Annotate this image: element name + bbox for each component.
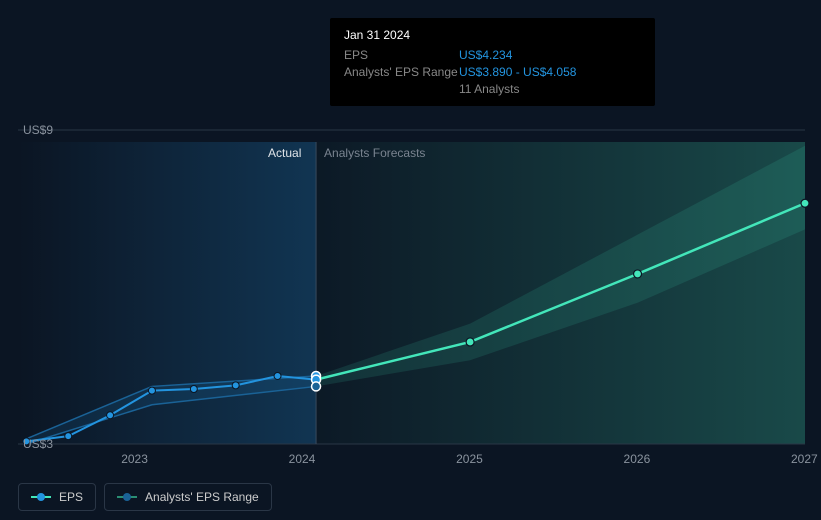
y-axis-tick-label: US$3 — [23, 437, 53, 451]
legend-label-eps: EPS — [59, 490, 83, 504]
legend-swatch-eps — [31, 492, 51, 502]
x-axis-tick-label: 2027 — [791, 452, 818, 466]
chart-legend: EPS Analysts' EPS Range — [18, 483, 272, 511]
tooltip-eps-value: US$4.234 — [459, 48, 512, 62]
tooltip-range-label: Analysts' EPS Range — [344, 65, 459, 79]
section-label-actual: Actual — [268, 146, 301, 160]
legend-item-eps[interactable]: EPS — [18, 483, 96, 511]
x-axis-tick-label: 2026 — [624, 452, 651, 466]
legend-item-range[interactable]: Analysts' EPS Range — [104, 483, 272, 511]
chart-tooltip: Jan 31 2024 EPS US$4.234 Analysts' EPS R… — [330, 18, 655, 106]
eps-forecast-chart: US$9 US$3 2023 2024 2025 2026 2027 Actual Ana… — [0, 0, 821, 520]
section-label-forecast: Analysts Forecasts — [324, 146, 425, 160]
tooltip-date: Jan 31 2024 — [344, 28, 641, 42]
x-axis-tick-label: 2023 — [121, 452, 148, 466]
legend-swatch-range — [117, 492, 137, 502]
tooltip-analyst-count: 11 Analysts — [459, 82, 641, 96]
x-axis-tick-label: 2025 — [456, 452, 483, 466]
x-axis-tick-label: 2024 — [289, 452, 316, 466]
tooltip-eps-label: EPS — [344, 48, 459, 62]
legend-label-range: Analysts' EPS Range — [145, 490, 259, 504]
tooltip-range-value: US$3.890 - US$4.058 — [459, 65, 576, 79]
y-axis-tick-label: US$9 — [23, 123, 53, 137]
